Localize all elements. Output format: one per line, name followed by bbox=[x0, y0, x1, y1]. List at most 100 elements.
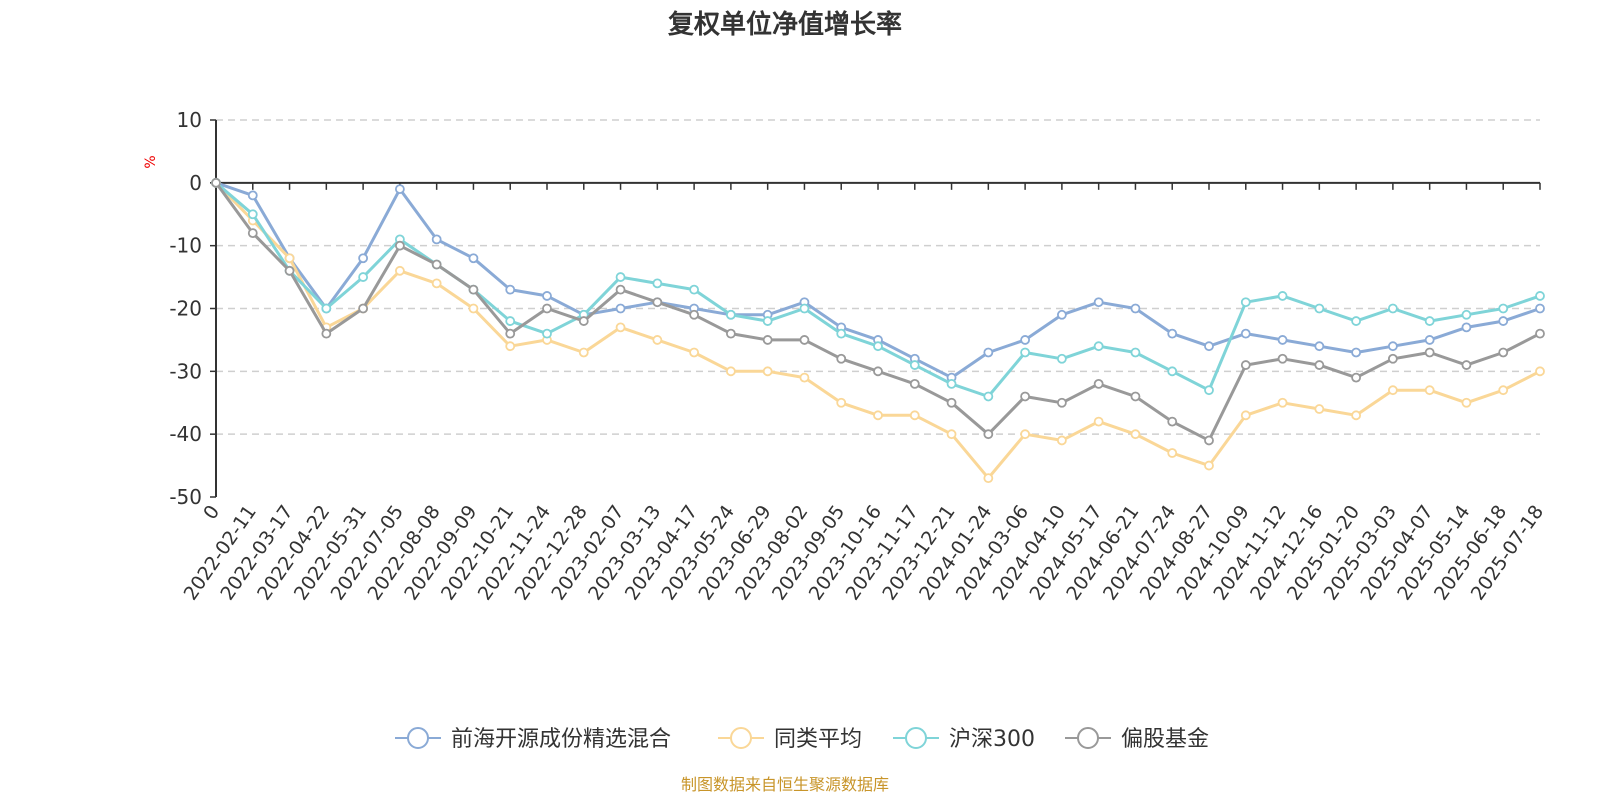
series-point bbox=[1020, 429, 1031, 440]
series-point bbox=[505, 284, 516, 295]
series-point bbox=[1351, 410, 1362, 421]
legend-marker bbox=[905, 727, 927, 749]
series-point bbox=[689, 309, 700, 320]
series-point bbox=[689, 284, 700, 295]
series-point bbox=[1535, 366, 1545, 377]
series-point bbox=[1387, 341, 1398, 352]
series-point bbox=[799, 303, 810, 314]
series-point bbox=[284, 265, 295, 276]
y-tick-label: -10 bbox=[169, 234, 202, 258]
series-point bbox=[1204, 341, 1214, 352]
series-point bbox=[321, 328, 332, 339]
series-point bbox=[1498, 316, 1509, 326]
series-point bbox=[836, 353, 847, 364]
series-point bbox=[505, 328, 516, 339]
series-point bbox=[578, 347, 589, 358]
series-point bbox=[394, 265, 405, 276]
series-point bbox=[652, 297, 663, 308]
series-point bbox=[873, 410, 883, 421]
series-point bbox=[1498, 347, 1509, 358]
series-point bbox=[431, 234, 442, 245]
series-point bbox=[909, 360, 920, 370]
series-point bbox=[983, 391, 994, 402]
series-point bbox=[909, 410, 920, 421]
series-point bbox=[1461, 309, 1472, 320]
series-point bbox=[1314, 404, 1325, 414]
series-point bbox=[431, 259, 442, 270]
series-point bbox=[468, 253, 479, 264]
series-point bbox=[1130, 303, 1141, 314]
series-point bbox=[1093, 416, 1104, 427]
series-point bbox=[1387, 353, 1398, 364]
series-point bbox=[725, 366, 736, 377]
series-point bbox=[983, 429, 994, 440]
series-point bbox=[1093, 297, 1104, 308]
series-point bbox=[1461, 322, 1472, 333]
series-point bbox=[1020, 347, 1031, 358]
series-point bbox=[1461, 360, 1472, 370]
series-point bbox=[1424, 385, 1435, 396]
series-point bbox=[652, 335, 663, 345]
series-point bbox=[615, 303, 626, 314]
series-point bbox=[1130, 347, 1141, 358]
series-point bbox=[1204, 460, 1214, 471]
series-point bbox=[394, 184, 405, 195]
series-point bbox=[1535, 328, 1545, 339]
series-point bbox=[1130, 391, 1141, 402]
series-point bbox=[542, 328, 552, 339]
series-point bbox=[1056, 435, 1067, 446]
series-point bbox=[1167, 328, 1178, 339]
series-point bbox=[799, 335, 810, 345]
series-point bbox=[1167, 416, 1178, 427]
series-point bbox=[1167, 366, 1178, 377]
series-point bbox=[983, 347, 994, 358]
series-point bbox=[1020, 335, 1031, 345]
series-line bbox=[214, 181, 1541, 442]
series-point bbox=[1351, 347, 1362, 358]
series-point bbox=[505, 341, 516, 352]
series-point bbox=[358, 303, 369, 314]
series-point bbox=[1277, 397, 1288, 408]
series-point bbox=[542, 303, 552, 314]
series-point bbox=[1056, 397, 1067, 408]
series-point bbox=[909, 378, 920, 389]
series-point bbox=[1351, 372, 1362, 383]
legend-label: 同类平均 bbox=[774, 727, 862, 752]
chart-title: 复权单位净值增长率 bbox=[668, 9, 902, 40]
series-point bbox=[358, 253, 369, 264]
series-point bbox=[468, 303, 479, 314]
series-point bbox=[1093, 341, 1104, 352]
series-point bbox=[836, 328, 847, 339]
series-point bbox=[1387, 385, 1398, 396]
legend-marker bbox=[1077, 727, 1099, 749]
series-point bbox=[1424, 335, 1435, 345]
series-point bbox=[1498, 303, 1509, 314]
series-point bbox=[505, 316, 516, 326]
series-point bbox=[946, 429, 957, 440]
series-point bbox=[689, 347, 700, 358]
series-point bbox=[873, 366, 883, 377]
series-point bbox=[725, 309, 736, 320]
series-point bbox=[1204, 385, 1214, 396]
series-point bbox=[1535, 303, 1545, 314]
series-point bbox=[1056, 353, 1067, 364]
series-point bbox=[1314, 303, 1325, 314]
legend-label: 沪深300 bbox=[949, 727, 1035, 752]
series-point bbox=[578, 316, 589, 326]
series-point bbox=[1461, 397, 1472, 408]
series-point bbox=[1277, 353, 1288, 364]
series-point bbox=[1277, 291, 1288, 301]
legend-marker bbox=[407, 727, 429, 749]
series-point bbox=[1167, 448, 1178, 458]
series-point bbox=[358, 272, 369, 282]
y-tick-label: -50 bbox=[169, 485, 202, 509]
series-point bbox=[247, 190, 258, 201]
series-point bbox=[542, 291, 552, 301]
y-tick-label: 0 bbox=[189, 171, 202, 195]
series-point bbox=[321, 303, 332, 314]
series-point bbox=[1240, 410, 1251, 421]
series-point bbox=[1093, 378, 1104, 389]
series-point bbox=[1535, 291, 1545, 301]
series-point bbox=[1314, 341, 1325, 352]
series-point bbox=[725, 328, 736, 339]
